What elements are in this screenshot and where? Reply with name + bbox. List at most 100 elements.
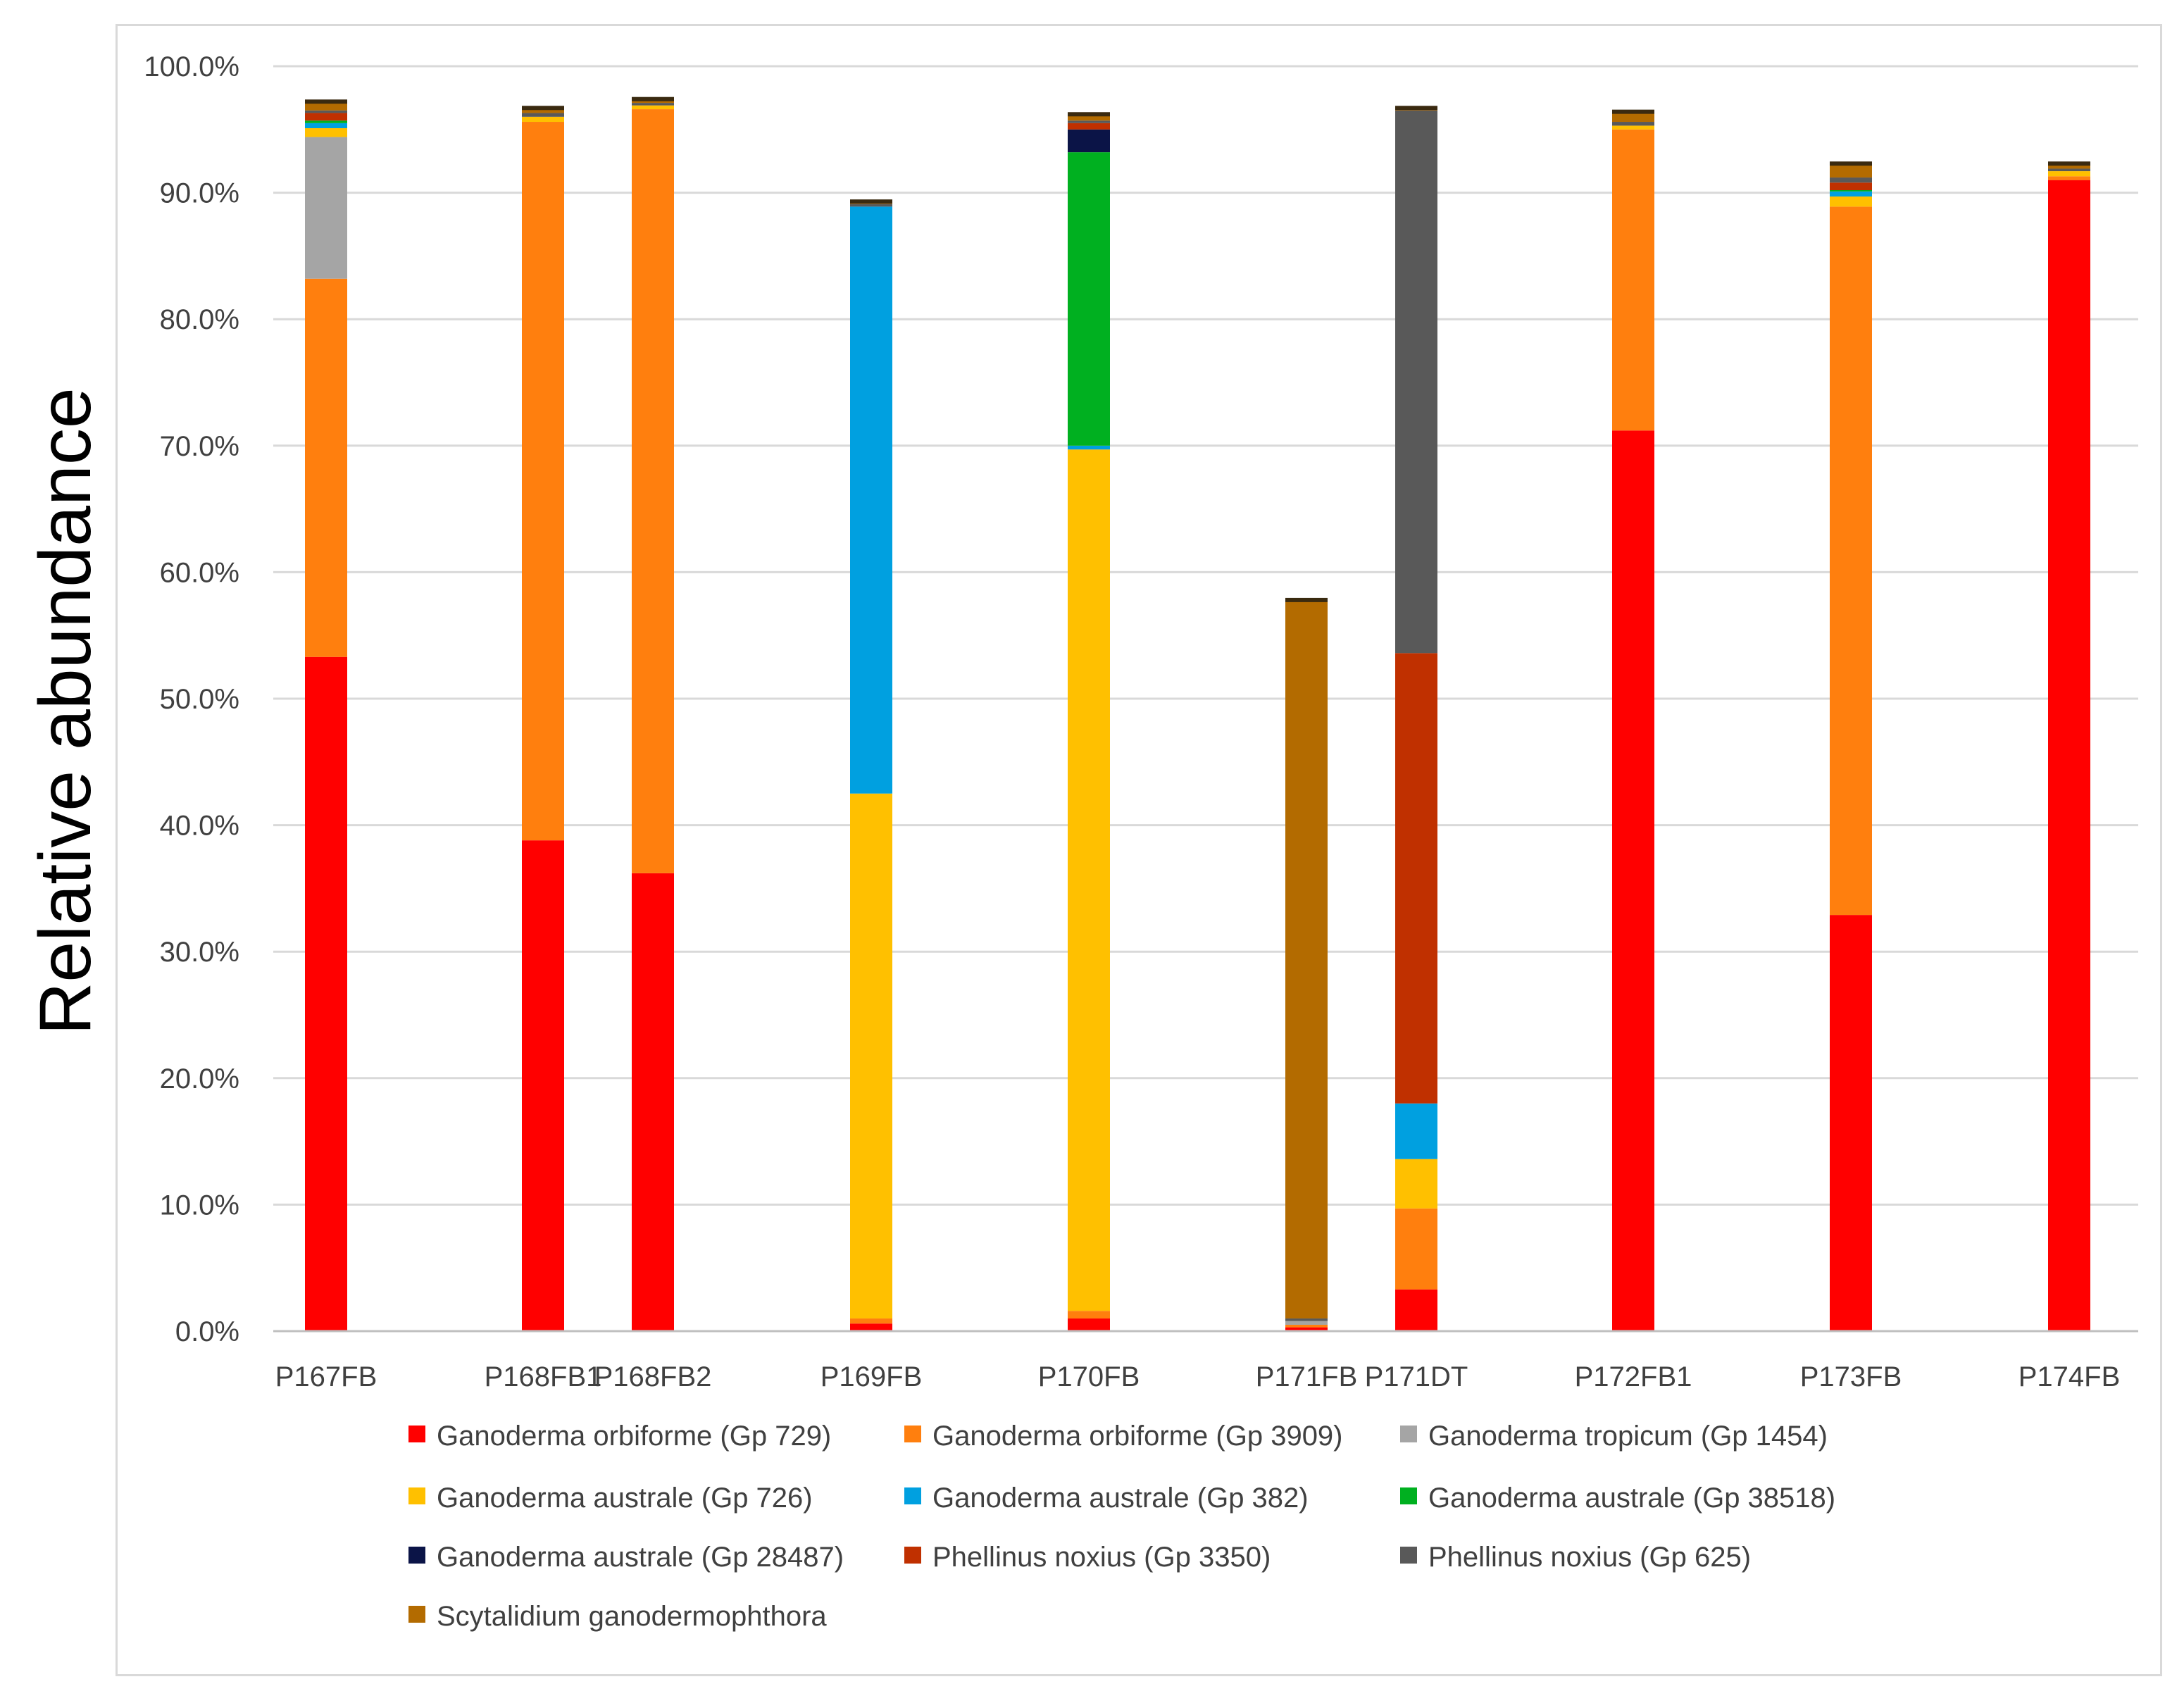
bar-segment (1830, 915, 1872, 1331)
y-tick-label: 90.0% (160, 178, 239, 209)
legend-label: Ganoderma australe (Gp 382) (932, 1483, 1309, 1514)
legend-swatch (904, 1426, 921, 1442)
legend-swatch (408, 1606, 425, 1623)
bar-segment (1285, 599, 1328, 1319)
x-tick-label: P168FB1 (485, 1361, 602, 1392)
bar-segment (1830, 190, 1872, 192)
x-tick-label: P173FB (1800, 1361, 1902, 1392)
bar-segment (1395, 1289, 1437, 1331)
y-tick-label: 30.0% (160, 937, 239, 968)
y-tick-label: 80.0% (160, 304, 239, 335)
legend-swatch (408, 1547, 425, 1564)
bar-segment (1830, 206, 1872, 916)
x-tick-label: P170FB (1038, 1361, 1140, 1392)
bar-segment (850, 1318, 892, 1324)
legend-label: Ganoderma orbiforme (Gp 729) (437, 1421, 831, 1452)
bar-top-cap (305, 99, 347, 104)
legend-item: Scytalidium ganodermophthora (408, 1601, 827, 1632)
legend-swatch (904, 1547, 921, 1564)
bar-segment (305, 113, 347, 121)
bar-stack-p173fb (1830, 161, 1872, 1331)
bar-top-cap (1068, 112, 1110, 117)
y-tick-label: 50.0% (160, 684, 239, 715)
bar-segment (632, 109, 674, 873)
legend-label: Phellinus noxius (Gp 3350) (932, 1542, 1271, 1573)
bar-segment (632, 105, 674, 110)
bar-stack-p171dt (1395, 106, 1437, 1331)
bar-segment (305, 278, 347, 657)
legend-swatch (408, 1426, 425, 1442)
bar-stack-p168fb1 (522, 106, 564, 1331)
x-tick-label: P171DT (1365, 1361, 1468, 1392)
legend-label: Ganoderma australe (Gp 726) (437, 1483, 813, 1514)
bar-stack-p167fb (305, 99, 347, 1331)
bar-stack-p168fb2 (632, 96, 674, 1331)
y-tick-label: 70.0% (160, 431, 239, 462)
y-tick-label: 40.0% (160, 811, 239, 842)
bar-segment (1068, 129, 1110, 153)
bar-segment (1612, 430, 1654, 1331)
bar-segment (1285, 1325, 1328, 1328)
bar-segment (1068, 445, 1110, 450)
bar-top-cap (1612, 109, 1654, 114)
y-tick-label: 10.0% (160, 1190, 239, 1221)
y-tick-label: 0.0% (175, 1316, 239, 1347)
bar-segment (1612, 129, 1654, 431)
legend-label: Phellinus noxius (Gp 625) (1428, 1542, 1751, 1573)
bar-top-cap (850, 199, 892, 204)
x-tick-label: P168FB2 (594, 1361, 712, 1392)
bar-segment (1068, 449, 1110, 1311)
legend-label: Ganoderma tropicum (Gp 1454) (1428, 1421, 1828, 1452)
bar-segment (2048, 176, 2090, 180)
bar-stack-p171fb (1285, 597, 1328, 1331)
bar-segment (1395, 1159, 1437, 1209)
bar-segment (305, 120, 347, 123)
legend-label: Ganoderma australe (Gp 28487) (437, 1542, 844, 1573)
legend-item: Ganoderma tropicum (Gp 1454) (1400, 1421, 1828, 1452)
x-tick-label: P172FB1 (1575, 1361, 1692, 1392)
bar-segment (305, 123, 347, 129)
bar-segment (1285, 1321, 1328, 1325)
bar-segment (522, 108, 564, 113)
bar-segment (1830, 163, 1872, 178)
bar-segment (522, 122, 564, 841)
x-tick-label: P174FB (2018, 1361, 2121, 1392)
legend-item: Ganoderma australe (Gp 382) (904, 1483, 1309, 1514)
bar-segment (305, 137, 347, 279)
legend-swatch (1400, 1487, 1417, 1504)
legend-item: Ganoderma orbiforme (Gp 3909) (904, 1421, 1343, 1452)
bar-segment (305, 101, 347, 111)
legend-swatch (1400, 1426, 1417, 1442)
legend-item: Ganoderma orbiforme (Gp 729) (408, 1421, 831, 1452)
legend-item: Phellinus noxius (Gp 625) (1400, 1542, 1751, 1573)
y-tick-label: 60.0% (160, 557, 239, 588)
bar-segment (1068, 114, 1110, 121)
chart-frame (116, 24, 2162, 1676)
legend-label: Ganoderma australe (Gp 38518) (1428, 1483, 1835, 1514)
bar-segment (850, 1323, 892, 1331)
bar-segment (522, 113, 564, 117)
bar-segment (2048, 168, 2090, 172)
bar-segment (522, 116, 564, 123)
x-tick-label: P169FB (820, 1361, 923, 1392)
legend-item: Phellinus noxius (Gp 3350) (904, 1542, 1271, 1573)
legend-item: Ganoderma australe (Gp 28487) (408, 1542, 844, 1573)
bar-segment (1068, 1311, 1110, 1319)
bar-segment (632, 103, 674, 106)
bar-stack-p174fb (2048, 161, 2090, 1331)
bar-segment (850, 204, 892, 207)
bar-top-cap (1285, 597, 1328, 602)
x-tick-label: P167FB (275, 1361, 377, 1392)
legend-swatch (1400, 1547, 1417, 1564)
legend-swatch (904, 1487, 921, 1504)
legend-swatch (408, 1487, 425, 1504)
bar-segment (1068, 120, 1110, 123)
bar-segment (1395, 653, 1437, 1104)
bar-segment (1285, 1318, 1328, 1321)
bar-segment (1068, 1318, 1110, 1331)
bar-top-cap (2048, 161, 2090, 166)
bar-segment (1612, 125, 1654, 130)
bar-segment (850, 206, 892, 794)
